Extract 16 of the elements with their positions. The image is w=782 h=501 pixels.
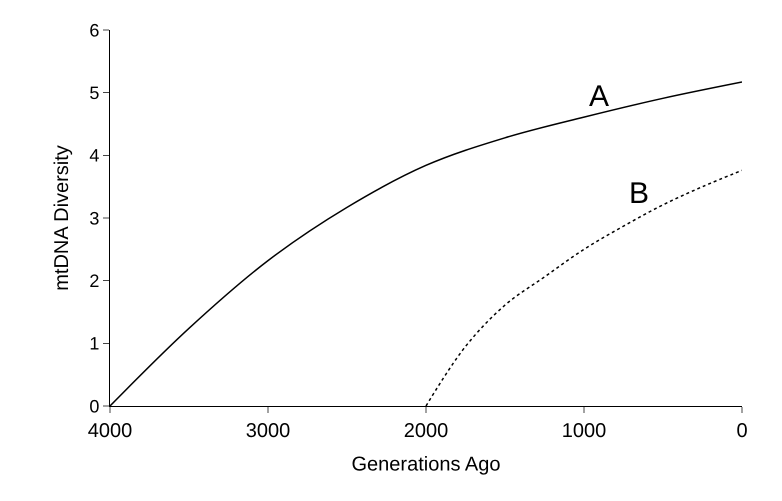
x-tick-label: 0	[736, 420, 748, 442]
x-axis-title: Generations Ago	[352, 454, 500, 476]
y-tick-label: 2	[89, 270, 100, 291]
annotation: B	[629, 177, 650, 210]
y-tick-label: 4	[89, 146, 100, 166]
annotation: A	[589, 80, 610, 113]
x-tick-label: 3000	[246, 420, 290, 442]
x-tick-label: 2000	[404, 420, 448, 442]
x-tick-label: 4000	[88, 420, 132, 442]
y-tick-label: 6	[89, 20, 100, 40]
y-tick-label: 1	[89, 334, 100, 354]
y-tick-label: 3	[89, 208, 100, 228]
y-tick-label: 5	[89, 82, 100, 103]
y-axis-title: mtDNA Diversity	[50, 145, 73, 291]
y-tick-label: 0	[89, 396, 100, 416]
x-tick-label: 1000	[562, 420, 606, 442]
